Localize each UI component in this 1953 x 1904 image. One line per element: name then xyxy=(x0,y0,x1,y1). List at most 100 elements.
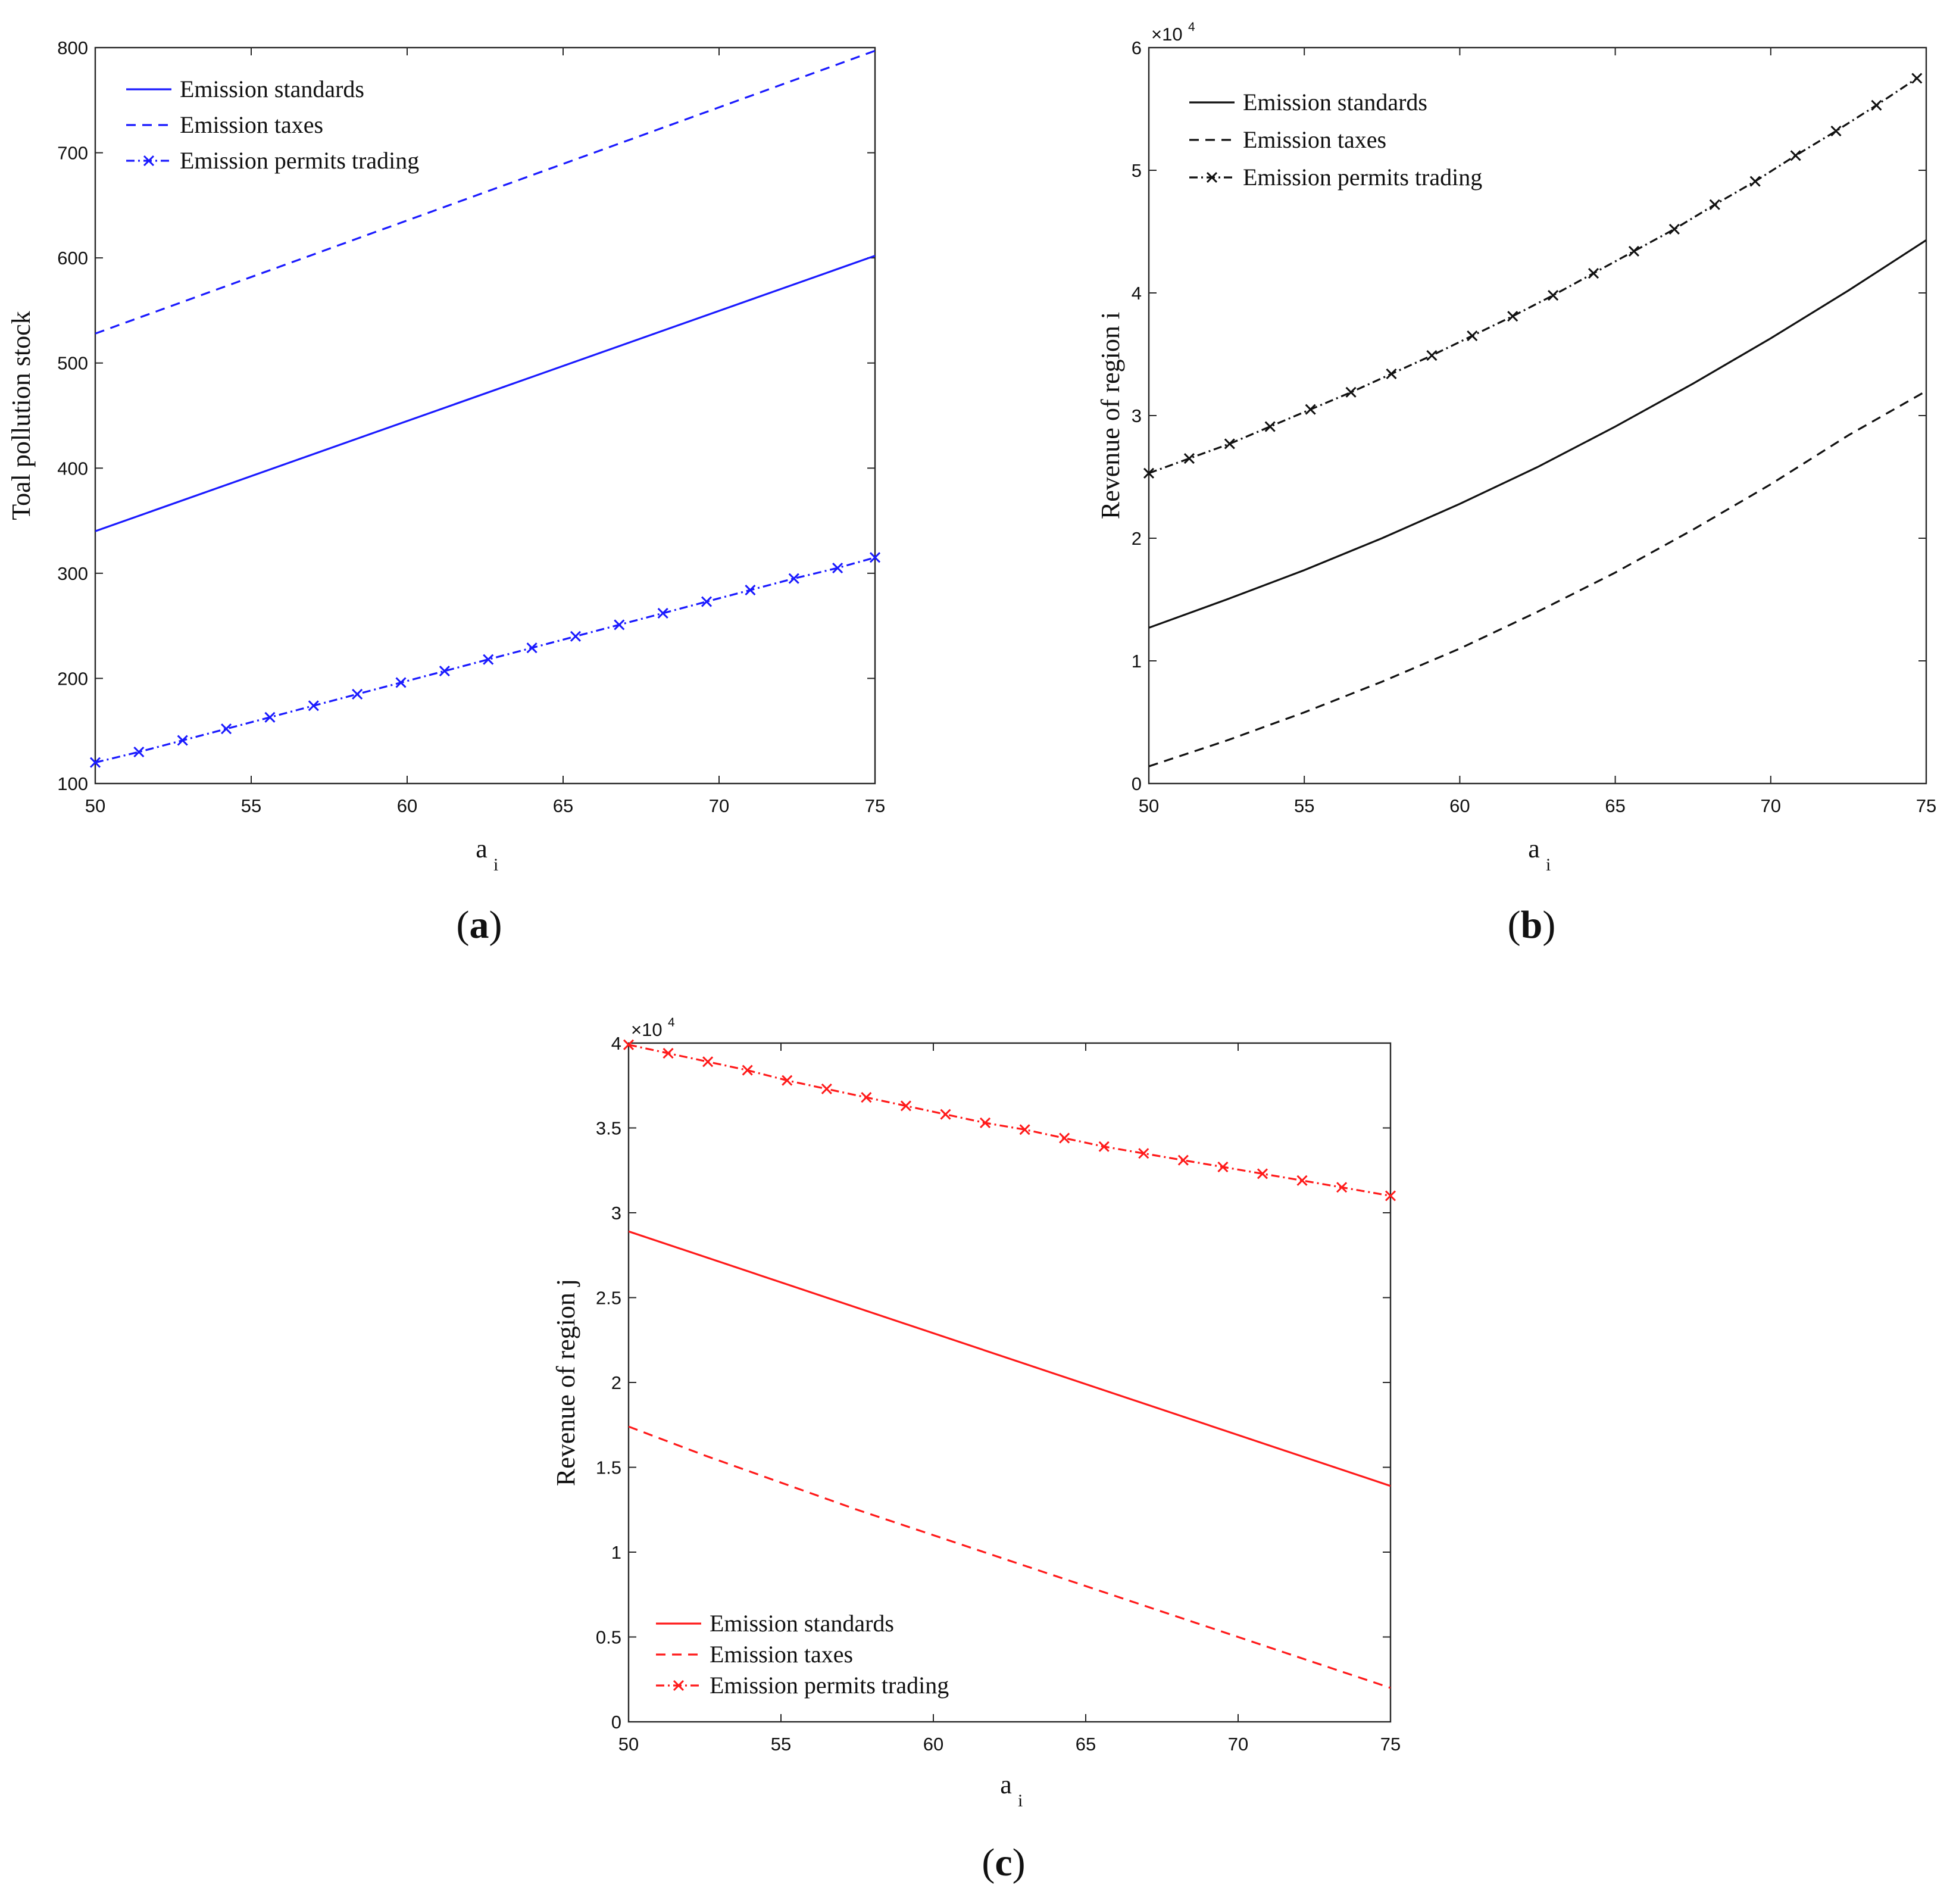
data-point-marker xyxy=(1911,73,1923,84)
data-point-marker xyxy=(264,711,276,723)
y-tick-label: 700 xyxy=(57,143,88,164)
marker-stroke xyxy=(940,1109,951,1120)
panel-paren: ) xyxy=(1013,1841,1026,1884)
marker-stroke xyxy=(821,1083,832,1095)
data-point-marker xyxy=(1790,150,1801,161)
y-tick-label: 1 xyxy=(611,1542,621,1563)
data-point-marker xyxy=(439,666,450,677)
data-point-marker xyxy=(1183,453,1195,464)
data-point-marker xyxy=(1257,1168,1268,1179)
marker-stroke xyxy=(570,630,582,642)
data-point-marker xyxy=(1709,199,1720,210)
data-point-marker xyxy=(570,630,582,642)
data-point-marker xyxy=(1336,1182,1348,1193)
panel-label: (a) xyxy=(457,903,502,947)
data-point-marker xyxy=(745,585,756,596)
y-tick-label: 1 xyxy=(1132,651,1142,672)
marker-stroke xyxy=(869,552,881,563)
data-point-marker xyxy=(395,677,407,688)
marker-stroke xyxy=(745,585,756,596)
marker-stroke xyxy=(663,1048,674,1059)
data-point-marker xyxy=(89,757,101,768)
marker-stroke xyxy=(133,746,145,758)
marker-stroke xyxy=(308,700,319,711)
marker-stroke xyxy=(701,596,713,607)
data-point-marker xyxy=(1305,404,1316,415)
x-tick-label: 65 xyxy=(553,795,573,816)
y-tick-label: 3 xyxy=(1132,405,1142,426)
data-point-marker xyxy=(1385,1190,1396,1201)
data-point-marker xyxy=(1098,1141,1110,1152)
data-point-marker xyxy=(1588,267,1599,279)
x-tick-label: 55 xyxy=(1294,795,1314,816)
marker-stroke xyxy=(657,607,668,619)
marker-stroke xyxy=(1749,176,1761,187)
data-point-marker xyxy=(1830,126,1842,137)
marker-stroke xyxy=(623,1039,635,1050)
data-point-marker xyxy=(133,746,145,758)
marker-stroke xyxy=(1098,1141,1110,1152)
legend-marker xyxy=(1206,171,1218,183)
panel-paren: ) xyxy=(489,903,502,947)
panel-letter: c xyxy=(995,1841,1012,1884)
marker-stroke xyxy=(782,1075,793,1086)
marker-stroke xyxy=(1059,1132,1070,1144)
marker-stroke xyxy=(395,677,407,688)
marker-stroke xyxy=(1871,99,1882,111)
marker-stroke xyxy=(1830,126,1842,137)
panel-label: (b) xyxy=(1508,903,1556,947)
chart-b: 50 55 60 65 70 75 0 1 2 3 4 5 6 ×10 4 ai Revenue of regi… xyxy=(1096,20,1936,947)
y-tick-label: 3 xyxy=(611,1203,621,1223)
marker-stroke xyxy=(979,1117,991,1129)
y-tick-label: 3.5 xyxy=(596,1118,621,1139)
panel-paren: ) xyxy=(1542,903,1555,947)
y-multiplier-exponent: 4 xyxy=(1188,20,1195,34)
marker-stroke xyxy=(89,757,101,768)
x-axis-label-subscript: i xyxy=(493,855,498,875)
x-tick-label: 55 xyxy=(771,1734,791,1755)
marker-stroke xyxy=(221,723,232,735)
x-tick-label: 60 xyxy=(1449,795,1470,816)
y-tick-label: 200 xyxy=(57,668,88,689)
x-tick-label: 70 xyxy=(709,795,729,816)
x-tick-label: 60 xyxy=(397,795,417,816)
legend-label: Emission permits trading xyxy=(710,1672,949,1699)
y-tick-label: 5 xyxy=(1132,160,1142,181)
y-tick-label: 100 xyxy=(57,773,88,794)
x-tick-label: 55 xyxy=(241,795,261,816)
data-point-marker xyxy=(623,1039,635,1050)
data-point-marker xyxy=(861,1092,872,1103)
data-point-marker xyxy=(1345,386,1357,398)
legend-marker xyxy=(143,155,155,167)
x-axis-label: a xyxy=(1000,1770,1012,1799)
x-tick-label: 75 xyxy=(1916,795,1936,816)
marker-stroke xyxy=(1467,330,1478,342)
data-point-marker xyxy=(1426,349,1438,361)
legend-label: Emission standards xyxy=(180,76,364,102)
series-line-emission-taxes xyxy=(629,1425,1390,1689)
y-tick-label: 2 xyxy=(611,1372,621,1393)
legend-label: Emission taxes xyxy=(1243,126,1386,153)
x-axis-label: a xyxy=(1528,834,1540,863)
y-tick-label: 500 xyxy=(57,353,88,374)
marker-stroke xyxy=(177,735,188,746)
data-point-marker xyxy=(869,552,881,563)
marker-stroke xyxy=(1257,1168,1268,1179)
marker-stroke xyxy=(614,619,625,630)
data-point-marker xyxy=(1296,1175,1308,1186)
marker-stroke xyxy=(1143,467,1155,479)
legend-label: Emission permits trading xyxy=(180,147,419,174)
data-point-marker xyxy=(352,688,363,700)
data-point-marker xyxy=(1467,330,1478,342)
series-line-emission-taxes xyxy=(1149,390,1926,767)
data-point-marker xyxy=(742,1065,753,1076)
legend-label: Emission standards xyxy=(1243,89,1427,116)
data-point-marker xyxy=(177,735,188,746)
legend-label: Emission permits trading xyxy=(1243,164,1482,191)
data-point-marker xyxy=(1143,467,1155,479)
data-point-marker xyxy=(614,619,625,630)
data-point-marker xyxy=(821,1083,832,1095)
x-tick-label: 65 xyxy=(1605,795,1625,816)
data-point-marker xyxy=(526,642,538,654)
marker-stroke xyxy=(702,1056,714,1068)
